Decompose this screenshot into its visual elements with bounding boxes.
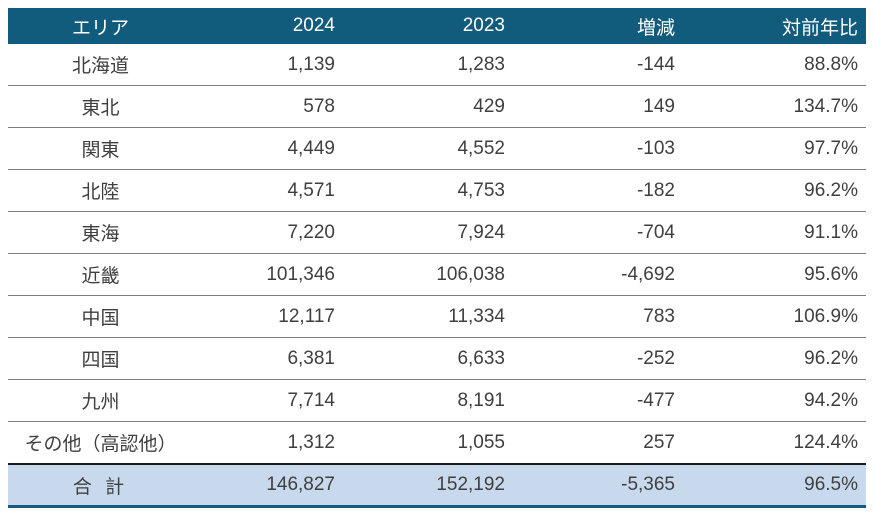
table-row: 東海 7,220 7,924 -704 91.1% [8, 211, 866, 254]
area-cell: 東海 [8, 211, 193, 254]
diff-cell: -252 [513, 337, 683, 380]
ratio-cell: 91.1% [683, 211, 866, 254]
value-2023-cell: 4,552 [343, 127, 513, 170]
table-body: 北海道 1,139 1,283 -144 88.8% 東北 578 429 14… [8, 44, 866, 465]
value-2023-cell: 1,055 [343, 421, 513, 465]
table-row: その他（高認他） 1,312 1,055 257 124.4% [8, 421, 866, 465]
value-2023-cell: 11,334 [343, 295, 513, 338]
table-row: 関東 4,449 4,552 -103 97.7% [8, 127, 866, 170]
value-2024-cell: 4,449 [193, 127, 343, 170]
column-header-area: エリア [8, 8, 193, 44]
diff-cell: -704 [513, 211, 683, 254]
table-row: 北陸 4,571 4,753 -182 96.2% [8, 169, 866, 212]
value-2024-cell: 6,381 [193, 337, 343, 380]
header-row: エリア 2024 2023 増減 対前年比 [8, 8, 866, 44]
table-row: 四国 6,381 6,633 -252 96.2% [8, 337, 866, 380]
area-cell: 四国 [8, 337, 193, 380]
ratio-cell: 88.8% [683, 44, 866, 86]
value-2024-cell: 101,346 [193, 253, 343, 296]
area-cell: その他（高認他） [8, 421, 193, 465]
ratio-cell: 97.7% [683, 127, 866, 170]
diff-cell: 783 [513, 295, 683, 338]
column-header-2023: 2023 [343, 8, 513, 44]
diff-cell: -103 [513, 127, 683, 170]
value-2023-cell: 429 [343, 85, 513, 128]
ratio-cell: 96.2% [683, 169, 866, 212]
value-2023-cell: 4,753 [343, 169, 513, 212]
ratio-cell: 96.2% [683, 337, 866, 380]
area-cell: 近畿 [8, 253, 193, 296]
value-2024-cell: 7,220 [193, 211, 343, 254]
value-2024-cell: 1,139 [193, 44, 343, 86]
value-2024-cell: 12,117 [193, 295, 343, 338]
ratio-cell: 94.2% [683, 379, 866, 422]
value-2023-cell: 106,038 [343, 253, 513, 296]
total-2023-cell: 152,192 [343, 464, 513, 508]
diff-cell: -182 [513, 169, 683, 212]
total-ratio-cell: 96.5% [683, 464, 866, 508]
diff-cell: 149 [513, 85, 683, 128]
ratio-cell: 124.4% [683, 421, 866, 465]
area-cell: 北海道 [8, 44, 193, 86]
total-2024-cell: 146,827 [193, 464, 343, 508]
value-2023-cell: 8,191 [343, 379, 513, 422]
area-comparison-table: エリア 2024 2023 増減 対前年比 北海道 1,139 1,283 -1… [8, 8, 866, 508]
area-cell: 関東 [8, 127, 193, 170]
value-2023-cell: 6,633 [343, 337, 513, 380]
total-label-cell: 合 計 [8, 464, 193, 508]
area-cell: 東北 [8, 85, 193, 128]
value-2023-cell: 7,924 [343, 211, 513, 254]
table-row: 九州 7,714 8,191 -477 94.2% [8, 379, 866, 422]
area-cell: 九州 [8, 379, 193, 422]
table-row: 近畿 101,346 106,038 -4,692 95.6% [8, 253, 866, 296]
diff-cell: -4,692 [513, 253, 683, 296]
table-row: 東北 578 429 149 134.7% [8, 85, 866, 128]
value-2024-cell: 1,312 [193, 421, 343, 465]
diff-cell: -144 [513, 44, 683, 86]
total-diff-cell: -5,365 [513, 464, 683, 508]
area-cell: 中国 [8, 295, 193, 338]
column-header-2024: 2024 [193, 8, 343, 44]
ratio-cell: 95.6% [683, 253, 866, 296]
diff-cell: -477 [513, 379, 683, 422]
column-header-ratio: 対前年比 [683, 8, 866, 44]
total-row: 合 計 146,827 152,192 -5,365 96.5% [8, 464, 866, 508]
column-header-diff: 増減 [513, 8, 683, 44]
value-2023-cell: 1,283 [343, 44, 513, 86]
value-2024-cell: 4,571 [193, 169, 343, 212]
table-row: 中国 12,117 11,334 783 106.9% [8, 295, 866, 338]
ratio-cell: 134.7% [683, 85, 866, 128]
table-row: 北海道 1,139 1,283 -144 88.8% [8, 44, 866, 86]
diff-cell: 257 [513, 421, 683, 465]
area-cell: 北陸 [8, 169, 193, 212]
value-2024-cell: 578 [193, 85, 343, 128]
value-2024-cell: 7,714 [193, 379, 343, 422]
ratio-cell: 106.9% [683, 295, 866, 338]
